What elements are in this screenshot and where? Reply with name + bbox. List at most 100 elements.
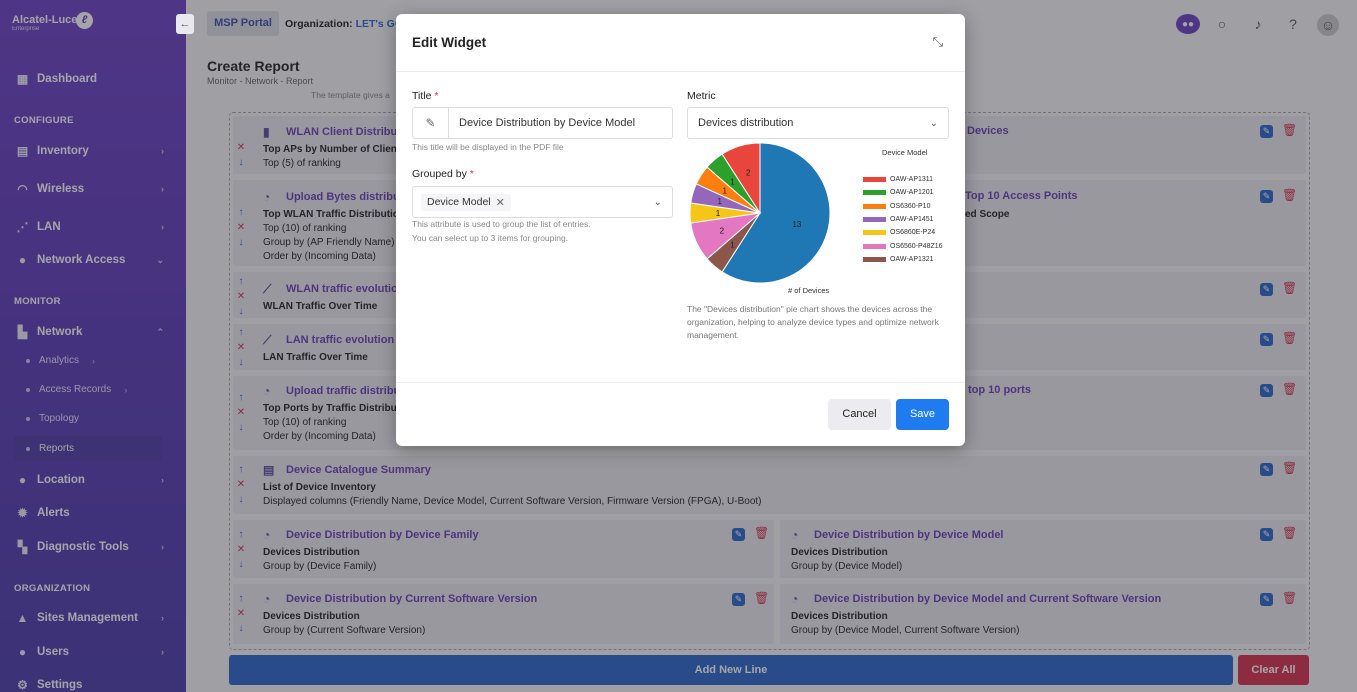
sidebar-item-network[interactable]: ▙ Network ⌃ [14,322,164,342]
move-down-icon[interactable]: ↓ [238,494,244,505]
sidebar-item-sites-management[interactable]: ▲ Sites Management › [14,608,164,628]
delete-widget-icon[interactable]: 🗑 [1282,591,1298,605]
widget-line: LAN Traffic Over Time [263,352,368,363]
edit-widget-icon[interactable]: ✎ [1260,593,1273,606]
legend-item: OAW-AP1201 [863,189,934,196]
edit-widget-icon[interactable]: ✎ [1260,125,1273,138]
edit-widget-icon[interactable]: ✎ [732,528,745,541]
metric-description: The "Devices distribution" pie chart sho… [687,304,939,340]
move-down-icon[interactable]: ↓ [238,422,244,433]
breadcrumb: Monitor - Network - Report [207,76,314,86]
move-down-icon[interactable]: ↓ [238,306,244,317]
move-up-icon[interactable]: ↑ [238,529,244,540]
delete-widget-icon[interactable]: 🗑 [1282,526,1298,540]
sidebar-item-users[interactable]: ● Users › [14,642,164,662]
remove-row-icon[interactable]: ✕ [236,142,246,153]
edit-widget-icon[interactable]: ✎ [1260,283,1273,296]
msp-portal-button[interactable]: MSP Portal [207,11,279,36]
remove-row-icon[interactable]: ✕ [236,291,246,302]
avatar[interactable]: ☺ [1317,14,1339,36]
widget-line: Top (10) of ranking [263,417,347,428]
widget-title: ◔ Device Distribution by Device Model and… [791,592,1162,606]
move-up-icon[interactable]: ↑ [238,464,244,475]
delete-widget-icon[interactable]: 🗑 [1282,281,1298,295]
edit-widget-icon[interactable]: ✎ [1260,190,1273,203]
notifications-icon[interactable]: ♪ [1254,16,1262,32]
delete-widget-icon[interactable]: 🗑 [1282,461,1298,475]
assistant-icon[interactable]: ●● [1176,14,1200,34]
remove-chip-icon[interactable]: ✕ [495,196,505,209]
remove-row-icon[interactable]: ✕ [236,608,246,619]
sidebar-sub-analytics[interactable]: Analytics › [26,355,95,366]
remove-row-icon[interactable]: ✕ [236,479,246,490]
help-icon[interactable]: ? [1289,16,1297,32]
edit-widget-icon[interactable]: ✎ [1260,333,1273,346]
sidebar-item-alerts[interactable]: ✹ Alerts [14,503,162,523]
sidebar-item-dashboard[interactable]: ▦ Dashboard [14,69,162,89]
close-icon[interactable]: ⤡ [932,34,943,49]
sidebar-item-settings[interactable]: ⚙ Settings [14,675,162,692]
sidebar-sub-topology[interactable]: Topology [26,413,79,424]
move-down-icon[interactable]: ↓ [238,157,244,168]
remove-row-icon[interactable]: ✕ [236,407,246,418]
remove-row-icon[interactable]: ✕ [236,222,246,233]
widget-line: Top Ports by Traffic Distributio [263,403,409,414]
legend-item: OS6560-P48Z16 [863,243,943,250]
collapse-sidebar-button[interactable]: ← [176,14,194,34]
sidebar-item-network-access[interactable]: ● Network Access ⌄ [14,250,164,270]
pie-slice-label: 2 [720,226,725,235]
delete-widget-icon[interactable]: 🗑 [1282,331,1298,345]
add-new-line-button[interactable]: Add New Line [229,655,1233,685]
widget-cell [780,584,1306,644]
move-up-icon[interactable]: ↑ [238,276,244,287]
sidebar-item-wireless[interactable]: ◠ Wireless › [14,179,164,199]
users-icon: ● [18,645,27,659]
sidebar-item-location[interactable]: ● Location › [14,470,164,490]
move-up-icon[interactable]: ↑ [238,327,244,338]
widget-line: Devices Distribution [791,611,888,622]
remove-row-icon[interactable]: ✕ [236,544,246,555]
pie-slice-label: 1 [717,197,722,206]
legend-swatch [863,243,886,249]
title-input[interactable]: ✎ Device Distribution by Device Model [412,107,673,139]
sidebar-sub-reports[interactable]: Reports [14,436,162,461]
move-down-icon[interactable]: ↓ [238,237,244,248]
remove-row-icon[interactable]: ✕ [236,342,246,353]
search-icon[interactable]: ○ [1217,16,1227,32]
move-up-icon[interactable]: ↑ [238,392,244,403]
row-controls: ↑ ✕ ↓ [235,591,247,636]
cancel-button[interactable]: Cancel [828,399,891,430]
widget-line: Group by (Current Software Version) [263,625,426,636]
widget-title: ⟋ WLAN traffic evolution [263,282,405,296]
move-down-icon[interactable]: ↓ [238,559,244,570]
delete-widget-icon[interactable]: 🗑 [754,526,770,540]
save-button[interactable]: Save [896,399,949,430]
edit-widget-icon[interactable]: ✎ [732,593,745,606]
widget-row [233,456,1306,514]
delete-widget-icon[interactable]: 🗑 [1282,188,1298,202]
edit-widget-icon[interactable]: ✎ [1260,384,1273,397]
metric-select[interactable]: Devices distribution ⌄ [687,107,949,139]
chevron-up-icon: ⌃ [156,326,164,337]
widget-title: ◔ Device Distribution by Device Model [791,528,1004,542]
sidebar-item-diagnostic-tools[interactable]: ▚ Diagnostic Tools › [14,537,164,557]
sidebar-item-inventory[interactable]: ▤ Inventory › [14,141,164,161]
widget-line: Top APs by Number of Clients [263,144,406,155]
move-up-icon[interactable]: ↑ [238,593,244,604]
move-down-icon[interactable]: ↓ [238,623,244,634]
move-down-icon[interactable]: ↓ [238,357,244,368]
edit-widget-icon[interactable]: ✎ [1260,463,1273,476]
axis-label: # of Devices [788,286,830,295]
chevron-right-icon: › [161,647,164,657]
delete-widget-icon[interactable]: 🗑 [1282,123,1298,137]
grouped-by-select[interactable]: Device Model ✕ ⌄ [412,186,673,218]
delete-widget-icon[interactable]: 🗑 [1282,382,1298,396]
line-chart-icon: ⟋ [263,333,272,347]
sidebar-sub-access-records[interactable]: Access Records › [26,384,127,395]
delete-widget-icon[interactable]: 🗑 [754,591,770,605]
edit-widget-icon[interactable]: ✎ [1260,528,1273,541]
sidebar-item-lan[interactable]: ⋰ LAN › [14,217,165,237]
move-up-icon[interactable]: ↑ [238,207,244,218]
network-access-icon: ● [18,253,27,267]
clear-all-button[interactable]: Clear All [1238,655,1309,685]
